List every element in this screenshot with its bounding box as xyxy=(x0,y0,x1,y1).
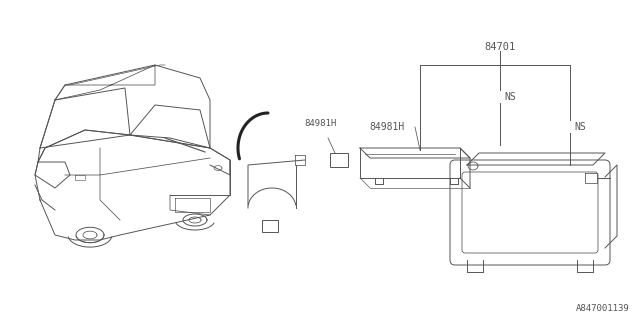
Text: NS: NS xyxy=(574,122,586,132)
Text: A847001139: A847001139 xyxy=(576,304,630,313)
FancyBboxPatch shape xyxy=(462,172,598,253)
FancyBboxPatch shape xyxy=(450,160,610,265)
Bar xyxy=(262,220,278,232)
Text: 84981H: 84981H xyxy=(370,122,405,132)
Text: 84981H: 84981H xyxy=(304,119,336,128)
Text: NS: NS xyxy=(504,92,516,102)
Bar xyxy=(330,153,348,167)
Text: 84701: 84701 xyxy=(484,42,516,52)
